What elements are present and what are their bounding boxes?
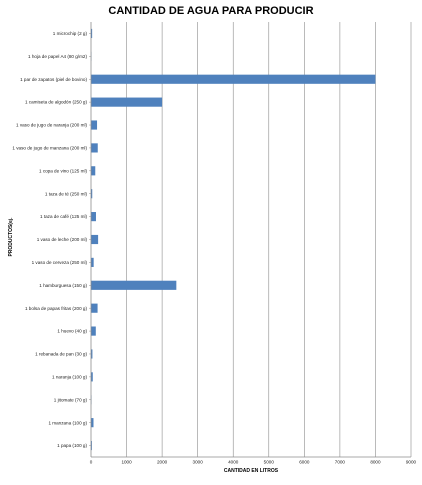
- grid-layer: [127, 22, 411, 457]
- bar: [91, 143, 98, 152]
- category-label: 1 vaso de jugo de manzana (200 ml): [12, 146, 87, 151]
- x-tick-label: 9000: [406, 460, 417, 465]
- bar: [91, 120, 97, 129]
- category-label: 1 camiseta de algodón (250 g): [25, 100, 88, 105]
- x-tick-label: 6000: [299, 460, 310, 465]
- x-axis-title: CANTIDAD EN LITROS: [224, 468, 279, 474]
- category-label: 1 naranja (100 g): [52, 374, 87, 379]
- bar: [91, 98, 162, 107]
- bar: [91, 75, 375, 84]
- category-label: 1 vaso de leche (200 ml): [37, 237, 88, 242]
- category-label: 1 par de zapatos (piel de bovino): [20, 77, 87, 82]
- x-tick-label: 3000: [193, 460, 204, 465]
- category-label: 1 copa de vino (125 ml): [39, 168, 87, 173]
- labels-layer: 1 microchip (2 g) 1 hoja de papel A4 (80 …: [12, 31, 87, 448]
- bar: [91, 212, 96, 221]
- bar: [91, 281, 176, 290]
- category-label: 1 hamburguesa (150 g): [39, 283, 87, 288]
- x-tick-label: 8000: [370, 460, 381, 465]
- x-tick-label: 4000: [228, 460, 239, 465]
- chart-title: CANTIDAD DE AGUA PARA PRODUCIR: [108, 5, 313, 17]
- bar: [91, 304, 98, 313]
- category-label: 1 rebanada de pan (30 g): [35, 352, 87, 357]
- category-label: 1 hoja de papel A4 (80 g/m2): [28, 54, 87, 59]
- bar: [91, 166, 95, 175]
- axis-layer: 0 1000 2000 3000 4000 5000 6000 7000 8000 9000: [89, 22, 417, 465]
- y-axis-title: PRODUCTOS(ej.: [8, 217, 14, 257]
- x-tick-label: 5000: [264, 460, 275, 465]
- x-tick-label: 0: [90, 460, 93, 465]
- category-label: 1 taza de café (125 ml): [40, 214, 87, 219]
- x-tick-label: 7000: [335, 460, 346, 465]
- category-label: 1 manzana (100 g): [48, 420, 87, 425]
- category-label: 1 taza de té (250 ml): [45, 191, 88, 196]
- category-label: 1 bolsa de papas fritas (200 g): [25, 306, 88, 311]
- x-tick-label: 1000: [121, 460, 132, 465]
- category-label: 1 vaso de cerveza (250 ml): [32, 260, 88, 265]
- x-tick-label: 2000: [157, 460, 168, 465]
- category-label: 1 vaso de jugo de naranja (200 ml): [16, 123, 87, 128]
- bar: [91, 327, 96, 336]
- bar: [91, 235, 98, 244]
- category-label: 1 papa (100 g): [57, 443, 87, 448]
- category-label: 1 jitomate (70 g): [54, 397, 88, 402]
- category-label: 1 huevo (40 g): [57, 329, 87, 334]
- category-label: 1 microchip (2 g): [53, 31, 88, 36]
